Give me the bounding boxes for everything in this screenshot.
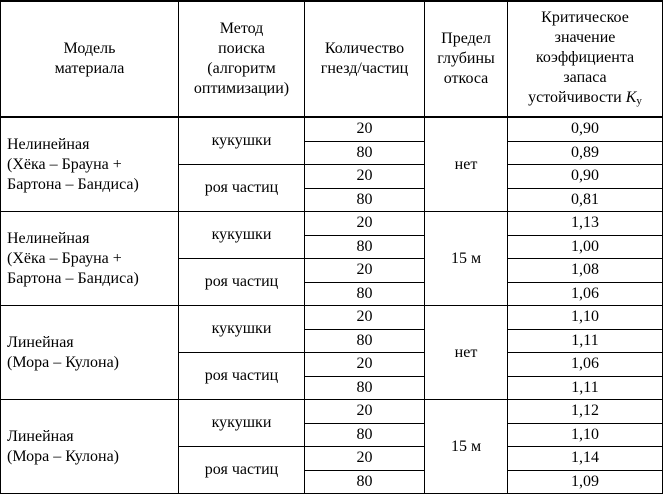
method-cell: роя частиц <box>178 164 305 212</box>
header-line: (алгоритм <box>207 60 276 77</box>
count-cell: 20 <box>304 116 425 142</box>
k-value-cell: 1,13 <box>507 211 663 236</box>
model-cell: Линейная (Мора – Кулона) <box>0 399 179 494</box>
k-value-cell: 1,12 <box>507 399 663 424</box>
depth-cell: 15 м <box>424 399 508 494</box>
k-value-cell: 1,14 <box>507 446 663 471</box>
table-row: 80 0,89 <box>1 140 663 165</box>
table-row: 80 1,06 <box>1 281 663 306</box>
k-value-cell: 1,06 <box>507 281 663 306</box>
model-line: (Мора – Кулона) <box>7 447 119 465</box>
depth-cell: 15 м <box>424 211 508 306</box>
model-line: Бартона – Бандиса) <box>7 175 139 193</box>
count-cell: 80 <box>304 328 425 353</box>
k-value-cell: 1,06 <box>507 352 663 377</box>
model-line: (Мора – Кулона) <box>7 353 119 371</box>
k-value-cell: 1,00 <box>507 234 663 259</box>
count-cell: 80 <box>304 234 425 259</box>
method-cell: кукушки <box>178 211 305 259</box>
table-row: Нелинейная (Хёка – Брауна + Бартона – Банд… <box>0 116 663 212</box>
method-cell: кукушки <box>178 305 305 353</box>
model-line: Линейная <box>7 333 74 351</box>
method-cell: кукушки <box>178 116 305 165</box>
count-cell: 20 <box>304 446 425 471</box>
table-row: роя частиц 20 1,14 <box>1 446 663 494</box>
depth-cell: нет <box>424 116 508 212</box>
table-row: Нелинейная (Хёка – Брауна + Бартона – Банд… <box>0 211 663 306</box>
count-cell: 20 <box>304 305 425 330</box>
header-line: глубины <box>437 50 495 67</box>
model-cell: Нелинейная (Хёка – Брауна + Бартона – Банд… <box>0 116 179 212</box>
header-count: Количество гнезд/частиц <box>304 0 425 118</box>
k-value-cell: 1,08 <box>507 258 663 283</box>
header-line: Предел <box>441 30 491 47</box>
k-value-cell: 1,09 <box>507 469 663 494</box>
count-cell: 80 <box>304 140 425 165</box>
header-line: устойчивости <box>528 88 622 106</box>
model-line: (Хёка – Брауна + <box>7 249 122 267</box>
header-k: Критическое значение коэффициента запаса уст… <box>507 0 663 118</box>
count-cell: 80 <box>304 422 425 447</box>
header-line: Метод <box>219 20 264 37</box>
count-cell: 20 <box>304 258 425 283</box>
table-row: Линейная (Мора – Кулона) кукушки 20 15 м 1,12 <box>0 399 663 494</box>
method-cell: роя частиц <box>178 352 305 400</box>
k-value-cell: 0,81 <box>507 187 663 212</box>
header-line: оптимизации) <box>193 80 290 97</box>
k-value-cell: 0,90 <box>507 116 663 142</box>
k-value-cell: 1,10 <box>507 422 663 447</box>
count-cell: 20 <box>304 399 425 424</box>
model-line: (Хёка – Брауна + <box>7 155 122 173</box>
method-cell: роя частиц <box>178 446 305 494</box>
header-line: запаса <box>563 68 607 86</box>
table-row: Линейная (Мора – Кулона) кукушки 20 нет 1,10 <box>0 305 663 400</box>
header-line: поиска <box>218 40 265 57</box>
count-cell: 80 <box>304 281 425 306</box>
header-line: значение <box>554 28 616 46</box>
k-value-cell: 1,11 <box>507 375 663 400</box>
table-row: 80 1,00 <box>1 234 663 259</box>
header-line: Модель <box>63 40 116 57</box>
header-line: Количество <box>324 40 405 57</box>
count-cell: 80 <box>304 469 425 494</box>
header-line: коэффициента <box>535 48 635 66</box>
table-row: 80 1,11 <box>1 375 663 400</box>
model-cell: Нелинейная (Хёка – Брауна + Бартона – Банд… <box>0 211 179 306</box>
count-cell: 20 <box>304 211 425 236</box>
model-cell: Линейная (Мора – Кулона) <box>0 305 179 400</box>
method-cell: кукушки <box>178 399 305 447</box>
table-row: 80 1,11 <box>1 328 663 353</box>
table-row: 80 1,09 <box>1 469 663 494</box>
count-cell: 20 <box>304 352 425 377</box>
header-line: Критическое <box>541 8 629 26</box>
table-row: роя частиц 20 1,06 <box>1 352 663 400</box>
header-line: гнезд/частиц <box>320 60 409 77</box>
model-line: Нелинейная <box>7 135 90 153</box>
k-value-cell: 0,89 <box>507 140 663 165</box>
model-line: Линейная <box>7 427 74 445</box>
header-line: материала <box>54 60 125 77</box>
k-value-cell: 1,11 <box>507 328 663 353</box>
count-cell: 80 <box>304 187 425 212</box>
model-line: Нелинейная <box>7 229 90 247</box>
depth-cell: нет <box>424 305 508 400</box>
k-value-cell: 1,10 <box>507 305 663 330</box>
method-cell: роя частиц <box>178 258 305 306</box>
header-method: Метод поиска (алгоритм оптимизации) <box>178 0 305 118</box>
table-row: 80 0,81 <box>1 187 663 212</box>
count-cell: 80 <box>304 375 425 400</box>
count-cell: 20 <box>304 164 425 189</box>
table-row: 80 1,10 <box>1 422 663 447</box>
k-value-cell: 0,90 <box>507 164 663 189</box>
table-row: роя частиц 20 1,08 <box>1 258 663 306</box>
header-row: Модель материала Метод поиска (алгоритм опти… <box>0 0 663 118</box>
model-line: Бартона – Бандиса) <box>7 269 139 287</box>
header-model: Модель материала <box>0 0 179 118</box>
header-line: откоса <box>443 70 489 87</box>
header-depth: Предел глубины откоса <box>424 0 508 118</box>
